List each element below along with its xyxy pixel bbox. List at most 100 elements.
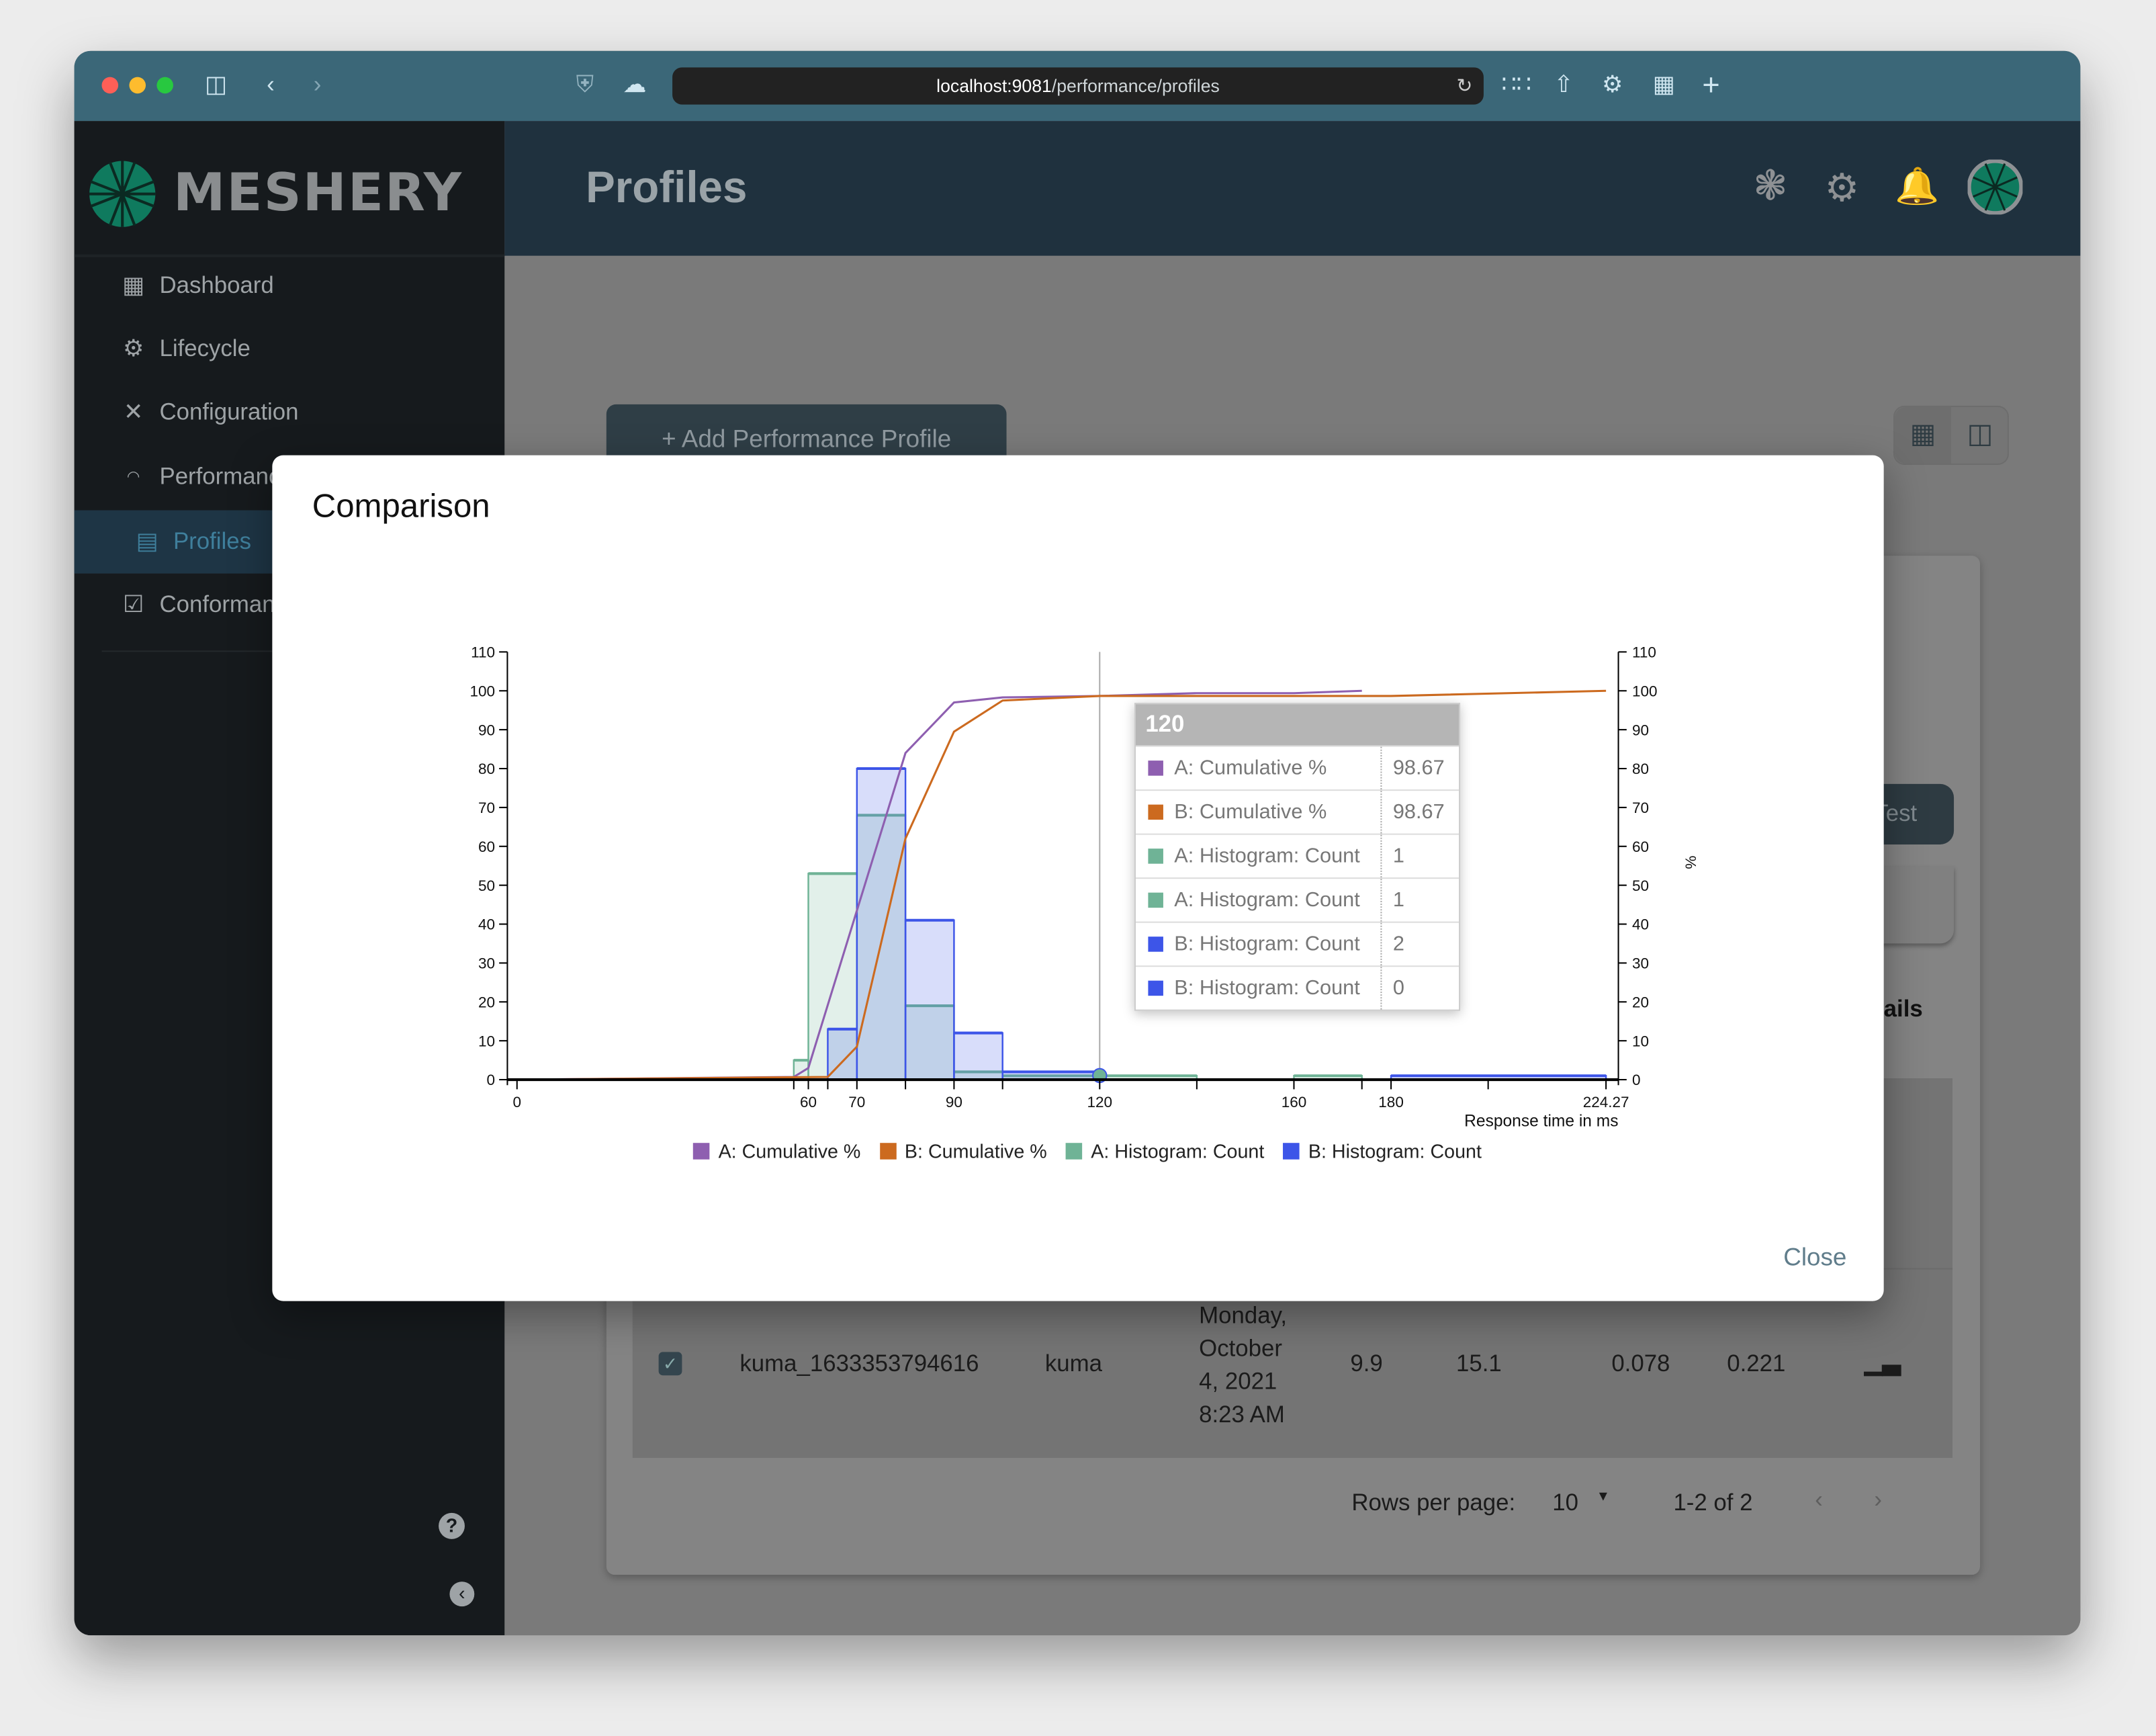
cloud-icon[interactable]: ☁ bbox=[623, 71, 647, 98]
sidebar-item-performance[interactable]: ◠ Performance bbox=[75, 445, 505, 509]
meshery-logo-icon[interactable] bbox=[88, 159, 156, 228]
next-page-button[interactable]: › bbox=[1874, 1487, 1882, 1513]
tabs-overview-icon[interactable]: ▦ bbox=[1652, 71, 1675, 98]
forward-icon[interactable]: › bbox=[313, 71, 322, 98]
date-line: 4, 2021 bbox=[1199, 1368, 1277, 1395]
rows-per-page-label: Rows per page: bbox=[1351, 1489, 1516, 1516]
dialog-title: Comparison bbox=[312, 488, 490, 526]
collapse-chevron-icon[interactable]: ‹ bbox=[449, 1581, 475, 1607]
y-tick-label-right: 50 bbox=[1632, 877, 1649, 894]
close-window-button[interactable] bbox=[101, 77, 119, 94]
y-tick-label-left: 100 bbox=[469, 683, 495, 699]
sidebar-item-label: Dashboard bbox=[159, 272, 274, 299]
tooltip-row: B: Histogram: Count 2 bbox=[1135, 921, 1459, 966]
x-axis-label: Response time in ms bbox=[1464, 1111, 1619, 1131]
tooltip-swatch bbox=[1148, 804, 1163, 820]
tooltip-swatch bbox=[1148, 937, 1163, 952]
settings-gear-icon[interactable]: ⚙ bbox=[1824, 166, 1860, 210]
sidebar-item-label: Performance bbox=[159, 463, 294, 490]
tooltip-row: A: Histogram: Count 1 bbox=[1135, 877, 1459, 922]
histogram-bar bbox=[856, 767, 907, 1081]
gears-icon: ⚙ bbox=[122, 335, 144, 362]
tooltip-swatch bbox=[1148, 892, 1163, 908]
profiles-card-icon: ▤ bbox=[136, 528, 159, 555]
qps-value: 9.9 bbox=[1350, 1350, 1383, 1377]
y-tick-label-left: 50 bbox=[478, 877, 495, 894]
sidebar-item-dashboard[interactable]: ▦ Dashboard bbox=[75, 255, 505, 318]
user-avatar[interactable] bbox=[1967, 159, 2023, 215]
service-mesh-icon[interactable]: ❃ bbox=[1753, 163, 1788, 210]
tooltip-value: 98.67 bbox=[1392, 756, 1445, 780]
extensions-grid-icon[interactable]: ∷∷ bbox=[1501, 71, 1531, 98]
y-tick-label-right: 60 bbox=[1632, 838, 1649, 855]
y-tick-label-right: 40 bbox=[1632, 916, 1649, 933]
url-host: localhost:9081 bbox=[936, 75, 1052, 97]
tooltip-value: 1 bbox=[1392, 888, 1404, 912]
sidebar-item-configuration[interactable]: ✕ Configuration bbox=[75, 381, 505, 444]
run-date: Monday, October 4, 2021 8:23 AM bbox=[1199, 1300, 1287, 1432]
close-button[interactable]: Close bbox=[1783, 1243, 1847, 1271]
browser-toolbar: ◫ ‹ › ⛨ ☁ localhost:9081/performance/pro… bbox=[74, 50, 2081, 122]
help-icon[interactable]: ? bbox=[439, 1512, 465, 1539]
y-tick-label-right: 100 bbox=[1632, 683, 1658, 699]
dropdown-arrow-icon[interactable]: ▼ bbox=[1596, 1489, 1611, 1505]
view-toggle: ▦ ◫ bbox=[1893, 405, 2009, 465]
rows-per-page-select[interactable]: 10 bbox=[1552, 1489, 1579, 1516]
smp-gauge-icon: ◠ bbox=[126, 469, 140, 486]
sidebar-item-lifecycle[interactable]: ⚙ Lifecycle bbox=[75, 318, 505, 381]
sidebar-item-label: Configuration bbox=[159, 398, 299, 425]
reload-icon[interactable]: ↻ bbox=[1456, 74, 1473, 97]
x-tick-label: 160 bbox=[1282, 1094, 1307, 1111]
table-view-icon[interactable]: ◫ bbox=[1967, 419, 1993, 450]
x-tick-label: 180 bbox=[1378, 1094, 1404, 1111]
date-line: 8:23 AM bbox=[1199, 1401, 1285, 1428]
tooltip-row: A: Cumulative % 98.67 bbox=[1135, 745, 1459, 790]
grid-view-icon[interactable]: ▦ bbox=[1895, 406, 1951, 464]
previous-page-button[interactable]: ‹ bbox=[1815, 1487, 1823, 1513]
y-tick-label-right: 30 bbox=[1632, 955, 1649, 972]
pagination-range: 1-2 of 2 bbox=[1673, 1489, 1753, 1516]
legend-swatch bbox=[1284, 1143, 1300, 1160]
app-header: Profiles ❃ ⚙ 🔔 bbox=[504, 121, 2081, 256]
y-tick-label-left: 40 bbox=[478, 916, 495, 933]
y-tick-label-right: 80 bbox=[1632, 761, 1649, 777]
maximize-window-button[interactable] bbox=[156, 77, 173, 94]
duration-value: 15.1 bbox=[1455, 1350, 1502, 1377]
x-tick-label: 120 bbox=[1087, 1094, 1113, 1111]
legend-swatch bbox=[1066, 1143, 1083, 1160]
new-tab-icon[interactable]: + bbox=[1702, 67, 1720, 102]
share-icon[interactable]: ⇧ bbox=[1554, 71, 1574, 98]
y-tick-label-left: 10 bbox=[478, 1033, 495, 1049]
legend-item[interactable]: A: Cumulative % bbox=[718, 1140, 861, 1162]
row-checkbox[interactable]: ✓ bbox=[658, 1352, 682, 1376]
address-bar[interactable]: localhost:9081/performance/profiles ↻ bbox=[672, 67, 1484, 105]
y-axis-right-label: % bbox=[1681, 855, 1699, 869]
notification-bell-icon[interactable]: 🔔 bbox=[1895, 165, 1940, 207]
sidebar-toggle-icon[interactable]: ◫ bbox=[205, 71, 227, 98]
date-line: October bbox=[1199, 1335, 1282, 1362]
brand-name: MESHERY bbox=[173, 162, 463, 223]
tooltip-row: B: Cumulative % 98.67 bbox=[1135, 789, 1459, 834]
tooltip-row: A: Histogram: Count 1 bbox=[1135, 833, 1459, 878]
tools-icon: ✕ bbox=[123, 398, 144, 425]
y-tick-label-right: 70 bbox=[1632, 799, 1649, 816]
y-tick-label-left: 80 bbox=[478, 761, 495, 777]
tooltip-series-name: B: Histogram: Count bbox=[1174, 922, 1382, 966]
url-path: /performance/profiles bbox=[1051, 75, 1220, 97]
tooltip-swatch bbox=[1148, 980, 1163, 996]
bar-chart-icon[interactable]: ▁▃ bbox=[1865, 1349, 1901, 1376]
y-tick-label-left: 70 bbox=[478, 799, 495, 816]
minimize-window-button[interactable] bbox=[129, 77, 146, 94]
legend-item[interactable]: B: Cumulative % bbox=[904, 1140, 1047, 1162]
tooltip-series-name: A: Histogram: Count bbox=[1174, 879, 1382, 922]
back-icon[interactable]: ‹ bbox=[267, 71, 275, 98]
settings-icon[interactable]: ⚙ bbox=[1601, 71, 1623, 98]
details-heading: ails bbox=[1883, 996, 1923, 1023]
tooltip-value: 2 bbox=[1392, 932, 1404, 956]
legend-item[interactable]: B: Histogram: Count bbox=[1308, 1140, 1482, 1162]
shield-icon[interactable]: ⛨ bbox=[576, 71, 594, 98]
tooltip-value: 1 bbox=[1392, 844, 1404, 868]
legend-item[interactable]: A: Histogram: Count bbox=[1091, 1140, 1265, 1162]
y-tick-label-right: 110 bbox=[1632, 644, 1656, 661]
